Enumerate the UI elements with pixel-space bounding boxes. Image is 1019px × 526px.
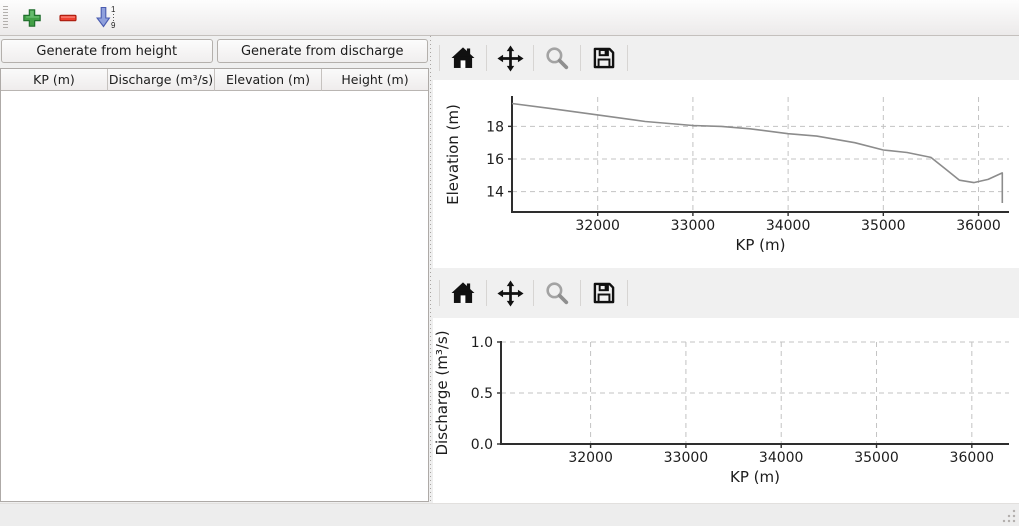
toolbar-separator	[439, 280, 440, 306]
sort-rows-button[interactable]: 1 9	[90, 4, 118, 32]
toolbar-separator	[439, 45, 440, 71]
column-header-height[interactable]: Height (m)	[322, 69, 428, 91]
y-tick-label: 14	[486, 185, 504, 201]
sort-badge-bottom: 9	[111, 20, 116, 30]
toolbar-separator	[580, 45, 581, 71]
generate-buttons-row: Generate from height Generate from disch…	[1, 39, 428, 63]
x-tick-label: 36000	[950, 450, 995, 466]
sort-badge-dots	[113, 13, 114, 22]
add-row-button[interactable]	[18, 4, 46, 32]
y-axis-label: Discharge (m³/s)	[433, 330, 451, 455]
minus-icon	[59, 14, 77, 21]
column-header-discharge[interactable]: Discharge (m³/s)	[108, 69, 215, 91]
x-tick-label: 36000	[956, 218, 1001, 234]
generate-from-height-button[interactable]: Generate from height	[1, 39, 213, 63]
elevation-chart: 32000 33000 34000 35000 36000 14 16 18 KP (m) Ele…	[444, 96, 1009, 254]
pan-button[interactable]	[487, 41, 533, 75]
y-tick-label: 0.0	[471, 437, 493, 453]
remove-row-button[interactable]	[54, 4, 82, 32]
home-icon	[451, 47, 475, 68]
x-axis-label: KP (m)	[730, 468, 780, 486]
toolbar-separator	[533, 45, 534, 71]
x-tick-label: 35000	[854, 450, 899, 466]
toolbar-separator	[533, 280, 534, 306]
y-axis-label: Elevation (m)	[444, 104, 462, 205]
column-header-elevation[interactable]: Elevation (m)	[215, 69, 322, 91]
x-tick-label: 33000	[664, 450, 709, 466]
magnifier-icon	[546, 282, 569, 305]
elevation-figure-toolbar	[433, 36, 1019, 80]
home-button[interactable]	[440, 41, 486, 75]
zoom-button[interactable]	[534, 41, 580, 75]
pan-arrows-icon	[496, 279, 524, 307]
toolbar-separator	[627, 280, 628, 306]
right-panel: 32000 33000 34000 35000 36000 14 16 18 KP (m) Ele…	[433, 36, 1019, 503]
x-tick-label: 32000	[575, 218, 620, 234]
x-tick-label: 32000	[568, 450, 613, 466]
discharge-figure-canvas[interactable]: 32000 33000 34000 35000 36000 0.0 0.5 1.0 KP (m)…	[433, 318, 1019, 503]
plus-icon	[23, 8, 41, 27]
zoom-button[interactable]	[534, 276, 580, 310]
sort-icon-badges: 1 9	[109, 4, 119, 32]
y-tick-label: 18	[486, 119, 504, 135]
boundary-table: KP (m) Discharge (m³/s) Elevation (m) He…	[0, 68, 429, 502]
generate-from-discharge-button[interactable]: Generate from discharge	[216, 39, 428, 63]
home-icon	[451, 282, 475, 303]
home-button[interactable]	[440, 276, 486, 310]
save-button[interactable]	[581, 41, 627, 75]
column-header-kp[interactable]: KP (m)	[1, 69, 108, 91]
data-line-elevation-profile	[511, 102, 1004, 203]
discharge-chart: 32000 33000 34000 35000 36000 0.0 0.5 1.0 KP (m)…	[433, 330, 1009, 486]
x-tick-label: 34000	[766, 218, 811, 234]
y-tick-label: 16	[486, 152, 504, 168]
toolbar-separator	[486, 280, 487, 306]
main-toolbar: 1 9	[0, 0, 1019, 36]
save-floppy-icon	[593, 282, 615, 304]
window-resize-grip[interactable]	[1002, 509, 1016, 523]
x-axis-label: KP (m)	[736, 236, 786, 254]
magnifier-icon	[546, 47, 569, 70]
elevation-figure-canvas[interactable]: 32000 33000 34000 35000 36000 14 16 18 KP (m) Ele…	[433, 80, 1019, 268]
discharge-figure-toolbar	[433, 268, 1019, 318]
toolbar-separator	[627, 45, 628, 71]
sort-down-1-9-icon	[95, 6, 111, 27]
save-floppy-icon	[593, 47, 615, 69]
y-tick-label: 0.5	[471, 386, 493, 402]
table-header-row: KP (m) Discharge (m³/s) Elevation (m) He…	[1, 69, 428, 91]
toolbar-separator	[580, 280, 581, 306]
y-tick-label: 1.0	[471, 335, 493, 351]
status-bar	[0, 503, 1019, 526]
save-button[interactable]	[581, 276, 627, 310]
x-tick-label: 33000	[671, 218, 716, 234]
x-tick-label: 34000	[759, 450, 804, 466]
table-body-empty[interactable]	[1, 91, 428, 501]
pan-button[interactable]	[487, 276, 533, 310]
pan-arrows-icon	[496, 44, 524, 72]
toolbar-drag-handle[interactable]	[3, 5, 8, 30]
sort-badge-top: 1	[111, 4, 116, 14]
toolbar-separator	[486, 45, 487, 71]
x-tick-label: 35000	[861, 218, 906, 234]
panel-splitter-handle[interactable]	[429, 36, 433, 503]
left-panel: Generate from height Generate from disch…	[0, 36, 430, 503]
